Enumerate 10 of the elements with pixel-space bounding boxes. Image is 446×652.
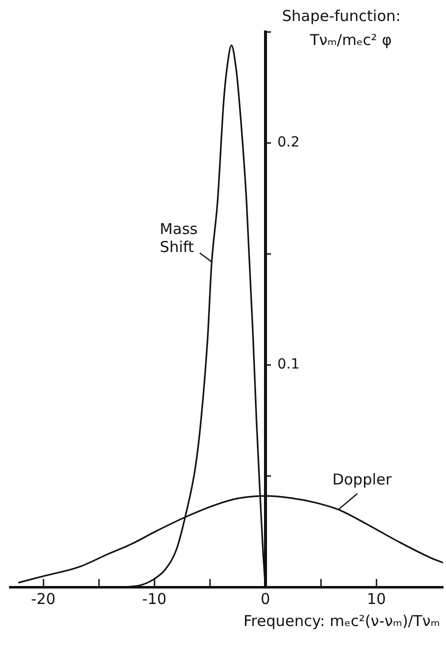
- x-axis-title: Frequency: mₑc²(ν-νₘ)/Tνₘ: [243, 612, 440, 630]
- x-tick-label: -10: [142, 590, 167, 608]
- x-tick-label: 0: [260, 590, 270, 608]
- y-tick-label: 0.1: [277, 356, 300, 373]
- series-label: Doppler: [332, 470, 392, 489]
- y-axis-title: Shape-function: Tνₘ/mₑc² φ: [282, 6, 402, 51]
- x-tick-label: -20: [31, 590, 56, 608]
- x-tick-label: 10: [366, 590, 386, 608]
- y-tick-label: 0.2: [277, 134, 300, 151]
- series-label: Mass Shift: [160, 220, 198, 256]
